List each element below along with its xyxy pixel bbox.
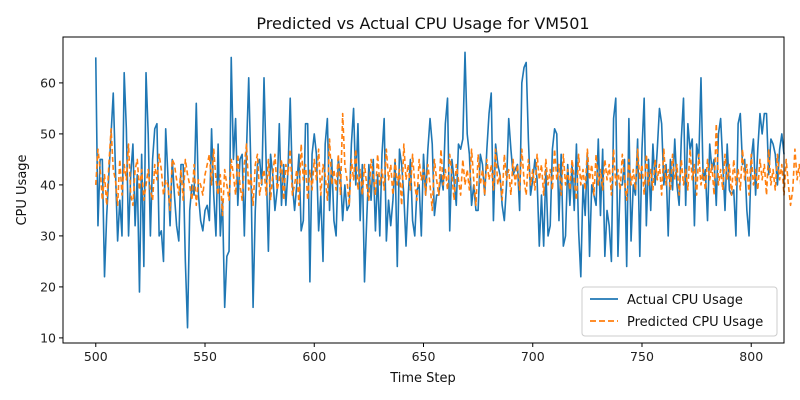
x-tick-label: 750 (630, 349, 654, 364)
y-axis-label: CPU Usage (15, 154, 30, 225)
x-tick-label: 500 (84, 349, 108, 364)
legend: Actual CPU Usage Predicted CPU Usage (581, 286, 778, 337)
legend-box (581, 286, 778, 337)
x-tick-label: 650 (412, 349, 436, 364)
y-tick-label: 40 (40, 177, 56, 192)
y-tick-label: 50 (40, 126, 56, 141)
x-tick-label: 800 (739, 349, 763, 364)
legend-label-actual: Actual CPU Usage (627, 293, 743, 308)
y-tick-label: 10 (40, 330, 56, 345)
y-axis: 10 20 30 40 50 60 (40, 75, 63, 345)
x-tick-label: 700 (521, 349, 545, 364)
y-tick-label: 20 (40, 279, 56, 294)
x-axis-label: Time Step (389, 371, 456, 386)
series-line-predicted (94, 112, 800, 217)
x-axis: 500 550 600 650 700 750 800 (84, 343, 763, 364)
series-layer (94, 51, 800, 329)
legend-label-predicted: Predicted CPU Usage (627, 315, 763, 330)
chart-title: Predicted vs Actual CPU Usage for VM501 (256, 14, 589, 33)
y-tick-label: 30 (40, 228, 56, 243)
y-tick-label: 60 (40, 75, 56, 90)
x-tick-label: 600 (302, 349, 326, 364)
x-tick-label: 550 (193, 349, 217, 364)
